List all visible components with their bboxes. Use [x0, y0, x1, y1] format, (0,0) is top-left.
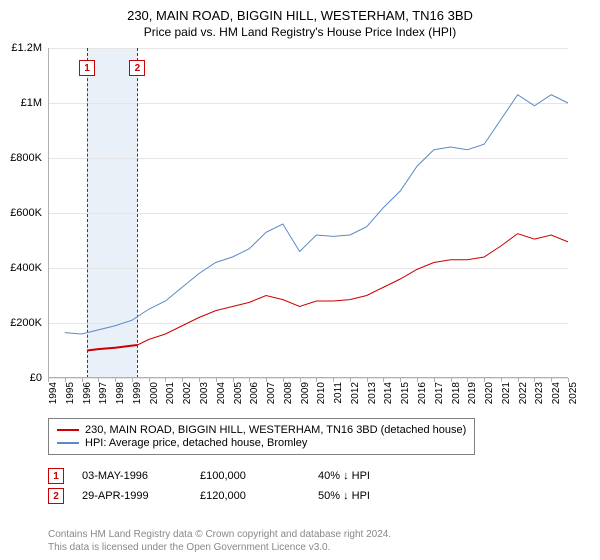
x-axis-label: 1998: [115, 382, 126, 404]
transaction-delta: 50% ↓ HPI: [318, 490, 418, 502]
x-axis-label: 2020: [484, 382, 495, 404]
plot-area: £0£200K£400K£600K£800K£1M£1.2M1994199519…: [48, 48, 568, 378]
y-axis-label: £600K: [10, 207, 42, 219]
x-axis-label: 2007: [266, 382, 277, 404]
x-axis-label: 1995: [65, 382, 76, 404]
x-axis-label: 2013: [367, 382, 378, 404]
x-axis-label: 1996: [82, 382, 93, 404]
x-axis-label: 2009: [300, 382, 311, 404]
x-axis-label: 2024: [551, 382, 562, 404]
transaction-delta: 40% ↓ HPI: [318, 470, 418, 482]
transaction-marker: 2: [48, 488, 64, 504]
transactions-table: 1 03-MAY-1996 £100,000 40% ↓ HPI 2 29-APR-199…: [48, 464, 418, 508]
footer-line2: This data is licensed under the Open Gov…: [48, 541, 391, 554]
transaction-row: 1 03-MAY-1996 £100,000 40% ↓ HPI: [48, 468, 418, 484]
x-axis-label: 2006: [249, 382, 260, 404]
marker-box-2: 2: [129, 60, 145, 76]
legend-swatch: [57, 429, 79, 431]
transaction-date: 03-MAY-1996: [82, 470, 182, 482]
chart-titles: 230, MAIN ROAD, BIGGIN HILL, WESTERHAM, …: [0, 0, 600, 39]
legend-item: HPI: Average price, detached house, Brom…: [57, 437, 466, 449]
legend-label: 230, MAIN ROAD, BIGGIN HILL, WESTERHAM, …: [85, 424, 466, 436]
x-axis-label: 2023: [534, 382, 545, 404]
x-axis-label: 2003: [199, 382, 210, 404]
y-axis-label: £1.2M: [11, 42, 42, 54]
y-axis-label: £1M: [21, 97, 42, 109]
transaction-date: 29-APR-1999: [82, 490, 182, 502]
transaction-price: £120,000: [200, 490, 300, 502]
x-axis-label: 2004: [216, 382, 227, 404]
x-axis-label: 2015: [400, 382, 411, 404]
x-axis-label: 2021: [501, 382, 512, 404]
x-axis-label: 2008: [283, 382, 294, 404]
y-axis-label: £800K: [10, 152, 42, 164]
x-axis-label: 2016: [417, 382, 428, 404]
x-axis-label: 2022: [518, 382, 529, 404]
x-axis-label: 2002: [182, 382, 193, 404]
x-axis-label: 2005: [233, 382, 244, 404]
y-axis-label: £200K: [10, 317, 42, 329]
x-axis-label: 2000: [149, 382, 160, 404]
x-axis-label: 2019: [467, 382, 478, 404]
x-axis-label: 1999: [132, 382, 143, 404]
transaction-row: 2 29-APR-1999 £120,000 50% ↓ HPI: [48, 488, 418, 504]
legend-label: HPI: Average price, detached house, Brom…: [85, 437, 307, 449]
chart-title-address: 230, MAIN ROAD, BIGGIN HILL, WESTERHAM, …: [0, 8, 600, 23]
legend-box: 230, MAIN ROAD, BIGGIN HILL, WESTERHAM, …: [48, 418, 475, 455]
chart-title-sub: Price paid vs. HM Land Registry's House …: [0, 25, 600, 39]
x-axis-label: 2012: [350, 382, 361, 404]
legend-item: 230, MAIN ROAD, BIGGIN HILL, WESTERHAM, …: [57, 424, 466, 436]
transaction-price: £100,000: [200, 470, 300, 482]
legend-swatch: [57, 442, 79, 444]
x-axis-label: 2018: [451, 382, 462, 404]
chart-container: 230, MAIN ROAD, BIGGIN HILL, WESTERHAM, …: [0, 0, 600, 560]
x-axis-label: 1997: [98, 382, 109, 404]
marker-box-1: 1: [79, 60, 95, 76]
plot-border: [48, 48, 568, 378]
y-axis-label: £400K: [10, 262, 42, 274]
x-axis-label: 2001: [165, 382, 176, 404]
x-axis-label: 2010: [316, 382, 327, 404]
footer-line1: Contains HM Land Registry data © Crown c…: [48, 528, 391, 541]
x-axis-label: 2011: [333, 382, 344, 404]
y-axis-label: £0: [30, 372, 42, 384]
footer-attribution: Contains HM Land Registry data © Crown c…: [48, 528, 391, 554]
x-axis-label: 2017: [434, 382, 445, 404]
x-axis-label: 1994: [48, 382, 59, 404]
gridline: [48, 378, 568, 379]
x-axis-label: 2025: [568, 382, 579, 404]
x-axis-label: 2014: [383, 382, 394, 404]
transaction-marker: 1: [48, 468, 64, 484]
